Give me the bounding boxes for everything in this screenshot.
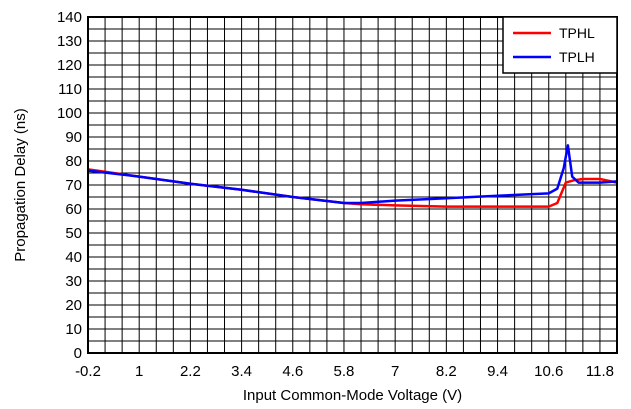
x-tick-label: 8.2 <box>436 363 457 380</box>
y-tick-label: 120 <box>57 57 82 74</box>
y-tick-label: 110 <box>58 81 82 98</box>
y-tick-label: 100 <box>57 105 82 122</box>
y-tick-label: 30 <box>65 273 82 290</box>
y-tick-label: 60 <box>65 201 82 218</box>
series-line-tphl <box>87 168 618 208</box>
legend-label: TPHL <box>559 25 595 41</box>
y-tick-label: 70 <box>65 177 82 194</box>
x-tick-label: 1 <box>135 363 143 380</box>
series-lines <box>87 144 618 208</box>
x-tick-label: 3.4 <box>231 363 252 380</box>
y-axis-title: Propagation Delay (ns) <box>12 108 29 261</box>
y-tick-label: 140 <box>57 9 82 26</box>
y-tick-label: 50 <box>65 225 82 242</box>
x-tick-label: 5.8 <box>334 363 355 380</box>
y-tick-label: 10 <box>65 321 82 338</box>
x-tick-label: 7 <box>391 363 399 380</box>
x-tick-label: 4.6 <box>282 363 303 380</box>
x-tick-label: 2.2 <box>180 363 201 380</box>
legend-label: TPLH <box>559 49 595 65</box>
grid <box>88 17 617 353</box>
legend: TPHL TPLH <box>502 16 618 74</box>
y-tick-label: 40 <box>65 249 82 266</box>
y-tick-label: 20 <box>65 297 82 314</box>
series-line-tplh <box>87 144 618 205</box>
plot-frame <box>87 16 618 354</box>
y-tick-label: 80 <box>65 153 82 170</box>
x-tick-label: -0.2 <box>75 363 101 380</box>
x-axis-title: Input Common-Mode Voltage (V) <box>243 387 462 404</box>
y-tick-label: 0 <box>74 345 82 362</box>
x-tick-label: 11.8 <box>586 363 614 380</box>
x-tick-label: 10.6 <box>534 363 563 380</box>
x-tick-label: 9.4 <box>487 363 508 380</box>
legend-box <box>502 16 618 74</box>
y-tick-label: 130 <box>57 33 82 50</box>
tick-labels: 0 10 20 30 40 50 60 70 80 90 100 110 120 130 140 -0.2 1 2… <box>57 9 614 380</box>
y-tick-label: 90 <box>65 129 82 146</box>
